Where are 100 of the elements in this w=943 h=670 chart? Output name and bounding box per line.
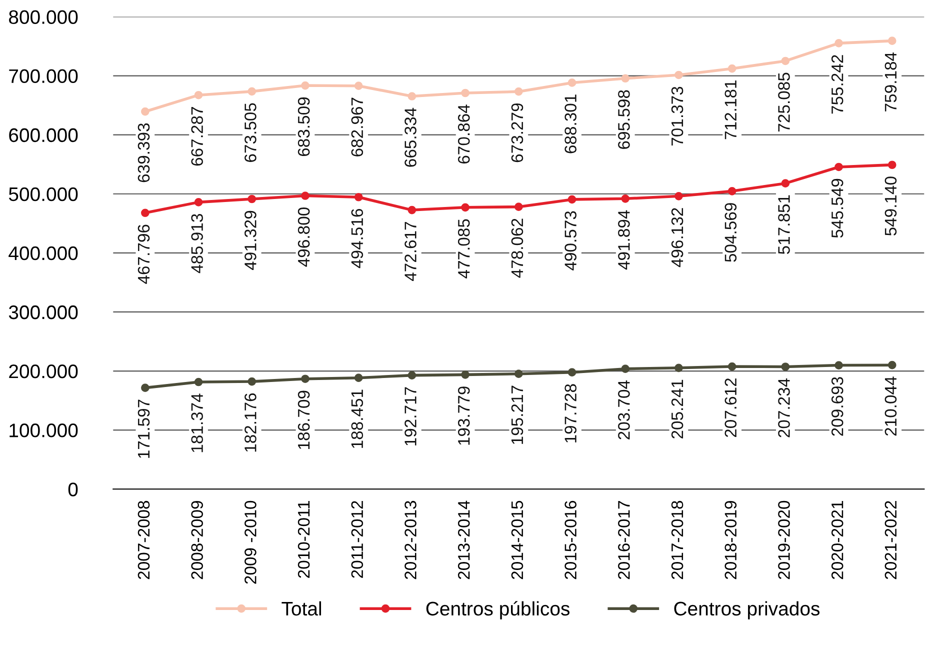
point	[568, 368, 576, 377]
data-label: 491.894	[618, 210, 630, 270]
point	[728, 64, 736, 73]
x-tick-label: 2011-2012	[351, 501, 364, 578]
y-tick-label: 400.000	[8, 246, 78, 260]
data-label: 665.334	[404, 108, 416, 167]
point	[621, 364, 630, 373]
point	[194, 378, 203, 386]
point	[674, 364, 683, 372]
point	[461, 203, 470, 212]
data-label: 485.913	[191, 214, 203, 274]
data-label: 209.693	[831, 377, 844, 436]
point	[674, 192, 683, 200]
data-label: 197.728	[564, 384, 576, 442]
point	[834, 39, 843, 48]
point	[514, 370, 523, 378]
point	[568, 78, 576, 87]
x-tick-label: 2007-2008	[138, 500, 150, 580]
x-tick-label: 2018-2019	[724, 500, 737, 580]
point	[781, 179, 790, 188]
x-tick-label: 2013-2014	[458, 500, 470, 580]
point	[514, 202, 523, 211]
point	[248, 87, 256, 96]
point	[301, 192, 310, 200]
y-tick-label: 800.000	[9, 10, 78, 24]
legend-label: Total	[282, 601, 322, 616]
data-label: 181.374	[191, 394, 203, 452]
x-tick-label: 2009 -2010	[244, 500, 256, 584]
y-tick-label: 100.000	[10, 424, 78, 438]
point	[248, 377, 256, 386]
data-label: 205.241	[671, 380, 684, 438]
data-label: 490.573	[564, 211, 576, 270]
point	[301, 374, 310, 384]
point	[408, 371, 416, 380]
point	[888, 160, 896, 170]
data-label: 203.704	[618, 380, 630, 440]
y-tick-label: 300.000	[8, 305, 78, 320]
data-label: 688.301	[564, 94, 576, 154]
data-label: 193.779	[458, 386, 470, 445]
y-tick-label: 200.000	[9, 364, 78, 378]
point	[248, 194, 256, 204]
data-label: 182.176	[244, 393, 256, 452]
point	[408, 92, 416, 100]
point	[461, 370, 470, 379]
data-label: 673.279	[511, 103, 524, 162]
data-label: 683.509	[298, 97, 310, 156]
x-tick-label: 2008-2009	[191, 500, 203, 580]
point	[621, 74, 630, 83]
point	[354, 374, 363, 382]
x-tick-label: 2019-2020	[778, 500, 790, 580]
point	[354, 82, 363, 90]
point	[141, 208, 150, 218]
data-label: 545.549	[831, 178, 844, 238]
data-label: 494.516	[351, 208, 364, 268]
data-label: 496.132	[671, 208, 684, 268]
point	[194, 198, 203, 206]
data-label: 759.184	[884, 52, 897, 112]
y-tick-label: 600.000	[9, 128, 78, 142]
point	[408, 206, 416, 214]
data-label: 171.597	[138, 400, 150, 458]
data-label: 517.851	[778, 195, 790, 254]
data-label: 496.800	[298, 208, 310, 267]
data-label: 210.044	[884, 376, 897, 436]
point	[781, 56, 790, 66]
data-label: 207.612	[724, 378, 737, 438]
data-label: 188.451	[351, 390, 364, 448]
data-label: 186.709	[298, 390, 310, 449]
legend-label: Centros públicos	[426, 601, 570, 620]
data-label: 477.085	[458, 219, 470, 278]
x-tick-label: 2017-2018	[671, 500, 684, 580]
point	[834, 361, 843, 370]
x-tick-label: 2020-2021	[831, 501, 844, 580]
data-label: 670.864	[458, 104, 470, 164]
data-label: 472.617	[404, 222, 416, 282]
point	[728, 187, 736, 196]
point	[514, 87, 523, 96]
data-label: 695.598	[618, 90, 630, 149]
data-label: 478.062	[511, 218, 524, 278]
data-label: 195.217	[511, 386, 524, 444]
point	[674, 70, 683, 80]
data-label: 639.393	[138, 123, 150, 182]
legend-label: Centros privados	[674, 601, 820, 620]
data-label: 725.085	[778, 72, 790, 132]
x-tick-label: 2010-2011	[298, 501, 310, 578]
data-label: 667.287	[191, 107, 203, 166]
y-tick-label: 500.000	[8, 187, 78, 202]
point	[728, 362, 736, 371]
point	[141, 107, 150, 116]
point	[888, 360, 896, 370]
data-label: 467.796	[138, 224, 150, 284]
point	[568, 195, 576, 204]
x-tick-label: 2014-2015	[511, 500, 524, 580]
point	[194, 90, 203, 100]
y-tick-label: 0	[68, 482, 78, 496]
point	[888, 36, 896, 46]
point	[354, 192, 363, 202]
data-label: 491.329	[244, 210, 256, 270]
data-label: 192.717	[404, 387, 416, 446]
data-label: 673.505	[244, 103, 256, 162]
point	[141, 384, 150, 392]
